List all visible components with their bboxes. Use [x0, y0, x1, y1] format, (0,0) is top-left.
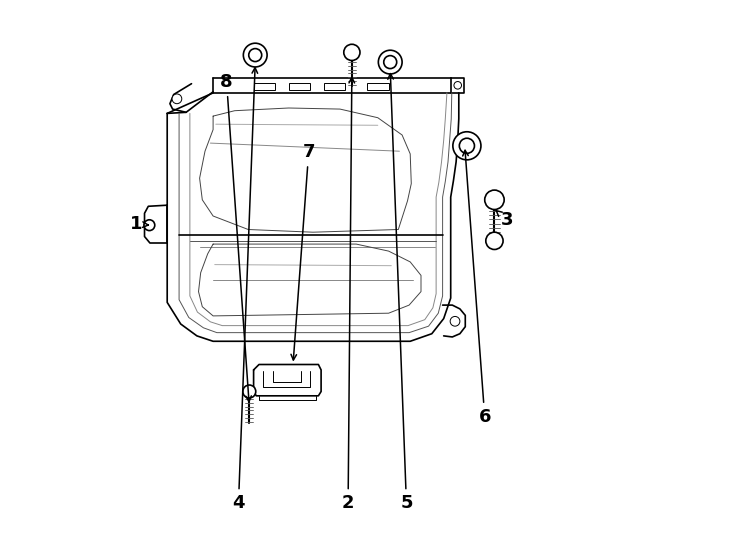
Circle shape: [244, 43, 267, 67]
Text: 2: 2: [342, 77, 355, 512]
Circle shape: [172, 94, 182, 104]
Circle shape: [144, 220, 155, 231]
Circle shape: [450, 316, 460, 326]
Text: 1: 1: [130, 215, 148, 233]
Text: 7: 7: [291, 143, 315, 360]
Circle shape: [454, 82, 462, 89]
Bar: [324, 83, 346, 90]
Text: 5: 5: [388, 73, 413, 512]
Text: 3: 3: [496, 211, 514, 229]
Text: 4: 4: [232, 68, 258, 512]
Text: 8: 8: [220, 73, 251, 402]
Circle shape: [453, 132, 481, 160]
Circle shape: [344, 44, 360, 60]
Circle shape: [459, 138, 474, 153]
Circle shape: [484, 190, 504, 210]
Bar: [288, 83, 310, 90]
Circle shape: [384, 56, 396, 69]
Bar: [367, 83, 388, 90]
Circle shape: [243, 385, 255, 398]
Circle shape: [486, 232, 503, 249]
Circle shape: [378, 50, 402, 74]
Circle shape: [249, 49, 262, 62]
Text: 6: 6: [462, 150, 491, 426]
Bar: [254, 83, 275, 90]
